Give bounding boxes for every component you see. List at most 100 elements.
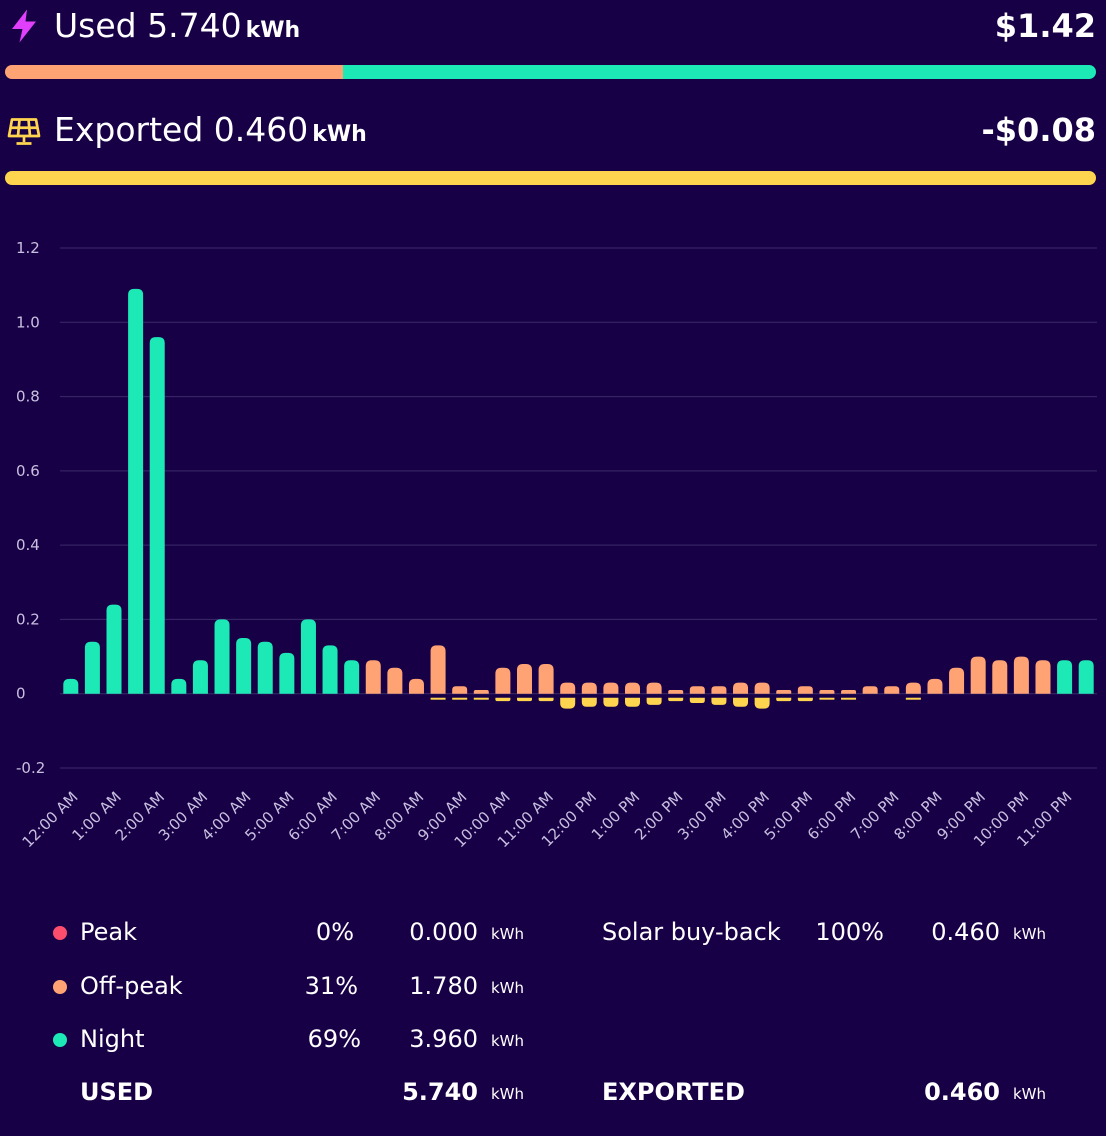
usage-bar[interactable]	[149, 337, 165, 694]
usage-bar[interactable]	[171, 678, 187, 694]
usage-bar[interactable]	[408, 678, 424, 694]
usage-bar[interactable]	[344, 660, 360, 694]
usage-bar[interactable]	[63, 678, 79, 694]
used-label: Used 5.740 kWh	[54, 6, 301, 45]
y-tick-label: 0.4	[16, 536, 40, 554]
export-bar[interactable]	[668, 697, 684, 702]
usage-bar[interactable]	[949, 667, 965, 694]
usage-bar[interactable]	[192, 660, 208, 694]
usage-bar[interactable]	[128, 288, 144, 694]
usage-bar[interactable]	[473, 690, 489, 694]
usage-bar[interactable]	[581, 682, 597, 694]
export-bar[interactable]	[538, 697, 554, 702]
y-tick-label: 0.8	[16, 388, 40, 406]
usage-bar[interactable]	[884, 686, 900, 694]
solar-unit: kWh	[1013, 925, 1047, 943]
usage-bar[interactable]	[1057, 660, 1073, 694]
usage-bar[interactable]	[516, 664, 532, 694]
x-tick-label: 12:00 AM	[19, 788, 82, 851]
night-name: Night	[80, 1025, 145, 1053]
usage-bar[interactable]	[495, 667, 511, 694]
usage-bar[interactable]	[106, 604, 122, 694]
export-bar[interactable]	[689, 697, 705, 703]
night-pct: 69%	[307, 1025, 361, 1053]
usage-bar[interactable]	[84, 641, 100, 694]
export-bar[interactable]	[625, 697, 641, 707]
export-bar[interactable]	[603, 697, 619, 707]
usage-bar[interactable]	[711, 686, 727, 694]
used-unit: kWh	[245, 18, 301, 43]
usage-bar[interactable]	[668, 690, 684, 694]
export-bar[interactable]	[495, 697, 511, 702]
usage-bar[interactable]	[538, 664, 554, 694]
usage-bar[interactable]	[733, 682, 749, 694]
export-bar[interactable]	[581, 697, 597, 707]
exported-bar	[5, 171, 1096, 185]
export-bar[interactable]	[560, 697, 576, 709]
usage-bar[interactable]	[365, 660, 381, 694]
y-tick-label: 0.6	[16, 462, 40, 480]
usage-bar[interactable]	[1078, 660, 1094, 694]
solar-pct: 100%	[815, 918, 884, 946]
usage-bar[interactable]	[452, 686, 468, 694]
usage-bar[interactable]	[625, 682, 641, 694]
used-cost: $1.42	[994, 7, 1096, 45]
peak-unit: kWh	[491, 925, 525, 943]
solar-value: 0.460	[931, 918, 1000, 946]
used-total-unit: kWh	[491, 1085, 525, 1103]
export-bar[interactable]	[754, 697, 770, 709]
usage-bar[interactable]	[927, 678, 943, 694]
export-bar[interactable]	[516, 697, 532, 702]
legend-row-solar: Solar buy-back 100% 0.460 kWh	[0, 917, 1106, 947]
usage-bar[interactable]	[1035, 660, 1051, 694]
usage-bar[interactable]	[689, 686, 705, 694]
legend-row-offpeak: Off-peak 31% 1.780 kWh	[0, 971, 560, 1001]
export-bar[interactable]	[776, 697, 792, 702]
lightning-bolt-icon	[12, 9, 36, 43]
usage-bar[interactable]	[841, 690, 857, 694]
offpeak-value: 1.780	[409, 972, 478, 1000]
peak-value: 0.000	[409, 918, 478, 946]
usage-bar[interactable]	[862, 686, 878, 694]
used-bar-offpeak	[5, 65, 344, 79]
usage-bar[interactable]	[992, 660, 1008, 694]
night-dot	[53, 1033, 67, 1047]
exported-total-value: 0.460	[924, 1078, 1000, 1106]
exported-unit: kWh	[312, 122, 367, 147]
usage-bar[interactable]	[322, 645, 338, 694]
exported-summary: Exported 0.460 kWh -$0.08	[0, 106, 1106, 156]
usage-bar[interactable]	[1013, 656, 1029, 694]
export-bar[interactable]	[711, 697, 727, 705]
usage-bar[interactable]	[797, 686, 813, 694]
y-tick-label: -0.2	[16, 759, 45, 777]
usage-bar[interactable]	[776, 690, 792, 694]
export-bar[interactable]	[797, 697, 813, 702]
usage-bar[interactable]	[754, 682, 770, 694]
export-bar[interactable]	[733, 697, 749, 707]
used-summary: Used 5.740 kWh $1.42	[0, 2, 1106, 52]
export-bar[interactable]	[646, 697, 662, 705]
night-value: 3.960	[409, 1025, 478, 1053]
usage-bar[interactable]	[819, 690, 835, 694]
offpeak-unit: kWh	[491, 979, 525, 997]
usage-bar[interactable]	[560, 682, 576, 694]
solar-panel-icon	[7, 118, 41, 145]
usage-bar[interactable]	[279, 652, 295, 694]
usage-bar[interactable]	[970, 656, 986, 694]
usage-bar[interactable]	[214, 619, 230, 694]
usage-bar[interactable]	[387, 667, 403, 694]
usage-bar[interactable]	[300, 619, 316, 694]
usage-bar[interactable]	[236, 638, 252, 694]
usage-bar[interactable]	[646, 682, 662, 694]
offpeak-dot	[53, 980, 67, 994]
usage-bar[interactable]	[430, 645, 446, 694]
usage-bar[interactable]	[257, 641, 273, 694]
solar-name: Solar buy-back	[602, 918, 781, 946]
offpeak-pct: 31%	[304, 972, 358, 1000]
legend-row-exported-total: EXPORTED 0.460 kWh	[0, 1077, 1106, 1107]
y-tick-label: 0	[16, 685, 26, 703]
usage-bar[interactable]	[603, 682, 619, 694]
exported-total-unit: kWh	[1013, 1085, 1047, 1103]
usage-bar[interactable]	[905, 682, 921, 694]
used-total-value: 5.740	[402, 1078, 478, 1106]
